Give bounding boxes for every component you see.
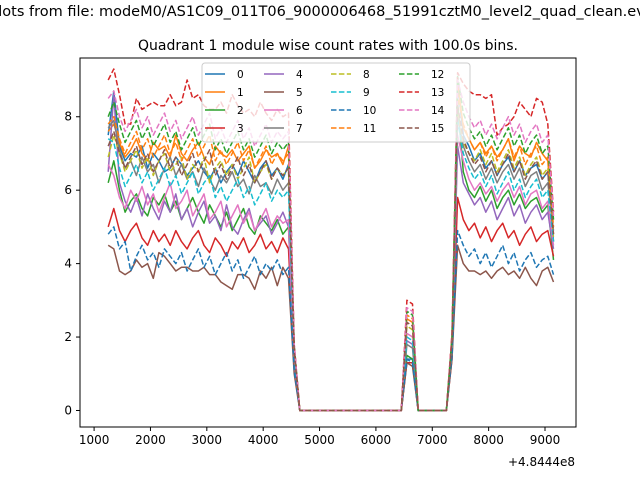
legend-label: 8 [363,69,370,81]
legend-box [201,62,471,143]
x-tick-label: 2000 [135,433,166,447]
x-tick-label: 8000 [473,433,504,447]
y-tick-label: 6 [64,183,72,197]
x-tick-label: 3000 [192,433,223,447]
x-tick-label: 1000 [79,433,110,447]
x-tick-label: 9000 [530,433,561,447]
legend-label: 6 [296,105,303,117]
x-tick-label: 6000 [361,433,392,447]
series-layer [107,68,555,412]
series-line-15 [107,104,555,412]
legend-label: 3 [237,123,244,135]
figure-suptitle: Plots from file: modeM0/AS1C09_011T06_90… [0,4,640,20]
legend-label: 15 [431,123,444,135]
y-tick-label: 4 [64,257,72,271]
chart-title: Quadrant 1 module wise count rates with … [138,38,518,54]
legend-label: 4 [296,69,303,81]
legend-label: 14 [431,105,445,117]
x-axis: 1000 2000 3000 4000 5000 6000 7000 8000 9000 [79,427,560,447]
x-tick-label: 5000 [304,433,335,447]
series-line-9 [107,119,555,412]
legend-label: 1 [237,87,244,99]
legend-label: 12 [431,69,444,81]
legend-label: 5 [296,87,303,99]
legend-label: 9 [363,87,370,99]
legend-label: 7 [296,123,303,135]
x-tick-label: 4000 [248,433,279,447]
series-line-10 [107,226,555,412]
plot-area [79,57,577,428]
legend-label: 2 [237,105,244,117]
y-tick-label: 0 [64,403,72,417]
legend-label: 10 [363,105,376,117]
x-offset-label: +4.8444e8 [508,455,575,469]
y-tick-label: 8 [64,110,72,124]
legend-label: 13 [431,87,444,99]
y-tick-label: 2 [64,330,72,344]
series-line-12 [107,75,555,412]
legend-label: 11 [363,123,376,135]
legend-label: 0 [237,69,244,81]
x-tick-label: 7000 [417,433,448,447]
axes-frame [79,57,577,428]
y-axis: 0 2 4 6 8 [64,110,80,417]
